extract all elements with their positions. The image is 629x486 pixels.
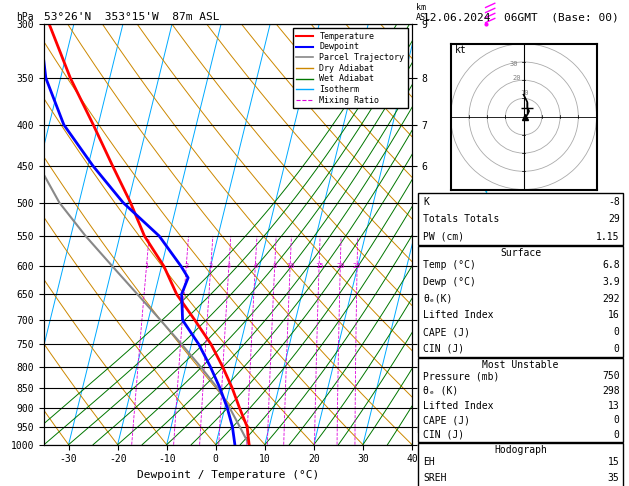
- Text: Surface: Surface: [500, 248, 541, 258]
- Text: Temp (°C): Temp (°C): [423, 260, 476, 270]
- Text: 10: 10: [286, 263, 294, 269]
- Text: 6: 6: [253, 263, 257, 269]
- Text: 25: 25: [353, 263, 361, 269]
- Text: -8: -8: [608, 197, 620, 207]
- Text: θₑ (K): θₑ (K): [423, 386, 459, 396]
- Text: hPa: hPa: [16, 12, 34, 22]
- Text: LCL: LCL: [416, 426, 431, 435]
- Text: © weatheronline.co.uk: © weatheronline.co.uk: [459, 471, 582, 481]
- Text: CIN (J): CIN (J): [423, 430, 464, 440]
- Text: K: K: [423, 197, 429, 207]
- Text: 12.06.2024  06GMT  (Base: 00): 12.06.2024 06GMT (Base: 00): [423, 12, 618, 22]
- Text: 4: 4: [227, 263, 231, 269]
- Text: kt: kt: [454, 45, 466, 55]
- Legend: Temperature, Dewpoint, Parcel Trajectory, Dry Adiabat, Wet Adiabat, Isotherm, Mi: Temperature, Dewpoint, Parcel Trajectory…: [293, 29, 408, 108]
- Text: Most Unstable: Most Unstable: [482, 360, 559, 370]
- Text: 20: 20: [513, 75, 521, 81]
- X-axis label: Dewpoint / Temperature (°C): Dewpoint / Temperature (°C): [137, 470, 319, 480]
- Text: 35: 35: [608, 473, 620, 483]
- Text: 3: 3: [209, 263, 213, 269]
- Text: Hodograph: Hodograph: [494, 445, 547, 455]
- Text: PW (cm): PW (cm): [423, 232, 464, 242]
- Text: 30: 30: [509, 61, 518, 67]
- Text: 298: 298: [602, 386, 620, 396]
- Text: 15: 15: [608, 457, 620, 467]
- Text: EH: EH: [423, 457, 435, 467]
- Text: 3.9: 3.9: [602, 277, 620, 287]
- Text: 0: 0: [614, 344, 620, 354]
- Text: Lifted Index: Lifted Index: [423, 311, 494, 320]
- Text: 15: 15: [315, 263, 323, 269]
- Text: Dewp (°C): Dewp (°C): [423, 277, 476, 287]
- Text: CAPE (J): CAPE (J): [423, 415, 470, 425]
- Text: 750: 750: [602, 371, 620, 381]
- Text: Mixing Ratio (g/kg): Mixing Ratio (g/kg): [456, 221, 465, 315]
- Text: SREH: SREH: [423, 473, 447, 483]
- Text: 6.8: 6.8: [602, 260, 620, 270]
- Text: Pressure (mb): Pressure (mb): [423, 371, 499, 381]
- Text: 8: 8: [272, 263, 277, 269]
- Text: 292: 292: [602, 294, 620, 304]
- Text: CIN (J): CIN (J): [423, 344, 464, 354]
- Text: 20: 20: [336, 263, 345, 269]
- Text: 0: 0: [614, 415, 620, 425]
- Text: 1.15: 1.15: [596, 232, 620, 242]
- Text: 29: 29: [608, 214, 620, 224]
- Text: km
ASL: km ASL: [416, 3, 431, 22]
- Text: 2: 2: [184, 263, 188, 269]
- Text: 53°26'N  353°15'W  87m ASL: 53°26'N 353°15'W 87m ASL: [44, 12, 220, 22]
- Text: 10: 10: [520, 90, 528, 96]
- Text: θₑ(K): θₑ(K): [423, 294, 453, 304]
- Text: 0: 0: [614, 430, 620, 440]
- Text: Totals Totals: Totals Totals: [423, 214, 499, 224]
- Text: Lifted Index: Lifted Index: [423, 400, 494, 411]
- Text: 13: 13: [608, 400, 620, 411]
- Text: CAPE (J): CAPE (J): [423, 327, 470, 337]
- Text: 1: 1: [145, 263, 148, 269]
- Text: 16: 16: [608, 311, 620, 320]
- Text: 0: 0: [614, 327, 620, 337]
